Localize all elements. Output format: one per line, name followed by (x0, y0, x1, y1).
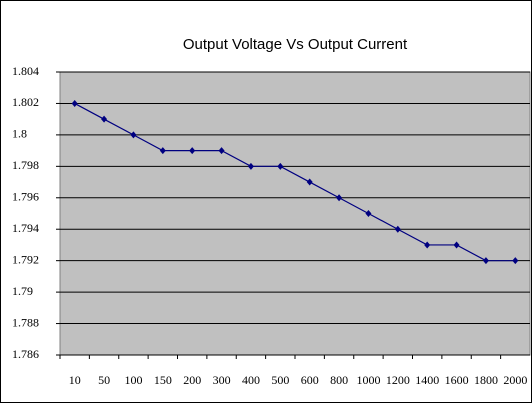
y-tick-label: 1.792 (12, 252, 39, 266)
x-tick-label: 800 (330, 373, 348, 387)
x-tick-label: 1600 (445, 373, 469, 387)
x-tick-label: 1200 (386, 373, 410, 387)
x-tick-label: 500 (271, 373, 289, 387)
y-tick-label: 1.798 (12, 158, 39, 172)
data-point (130, 131, 137, 139)
data-point (277, 162, 284, 170)
data-point (71, 99, 78, 107)
data-point (247, 162, 254, 170)
data-point (218, 147, 225, 155)
x-tick-label: 150 (154, 373, 172, 387)
x-tick-label: 200 (183, 373, 201, 387)
x-tick-label: 300 (213, 373, 231, 387)
data-point (512, 257, 519, 265)
x-tick-label: 400 (242, 373, 260, 387)
data-point (336, 194, 343, 202)
y-tick-label: 1.804 (12, 64, 39, 78)
plot-area (59, 71, 531, 356)
data-point (101, 115, 108, 123)
x-tick-label: 50 (98, 373, 110, 387)
y-tick-label: 1.786 (12, 347, 39, 361)
y-tick-label: 1.79 (12, 284, 33, 298)
y-tick-label: 1.788 (12, 315, 39, 329)
x-tick-label: 10 (69, 373, 81, 387)
x-tick-label: 2000 (503, 373, 527, 387)
x-tick-label: 1400 (415, 373, 439, 387)
y-tick-label: 1.794 (12, 221, 39, 235)
y-tick-label: 1.8 (12, 127, 27, 141)
data-point (189, 147, 196, 155)
data-point (365, 210, 372, 217)
y-tick-label: 1.796 (12, 190, 39, 204)
x-tick-label: 100 (124, 373, 142, 387)
data-point (482, 257, 489, 265)
x-tick-label: 1000 (356, 373, 380, 387)
data-point (453, 241, 460, 249)
y-tick-label: 1.802 (12, 95, 39, 109)
series-line (74, 102, 516, 262)
chart-title: Output Voltage Vs Output Current (183, 36, 408, 53)
x-tick-label: 1800 (474, 373, 498, 387)
data-point (306, 178, 313, 186)
data-point (394, 225, 401, 233)
x-tick-label: 600 (301, 373, 319, 387)
data-point (159, 147, 166, 155)
data-point (424, 241, 431, 249)
